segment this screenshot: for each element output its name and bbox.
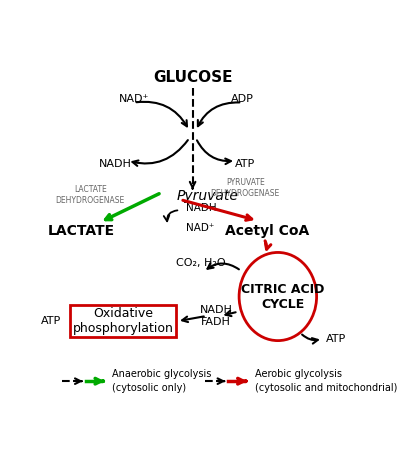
Text: Oxidative
phosphorylation: Oxidative phosphorylation — [72, 307, 173, 335]
Text: Acetyl CoA: Acetyl CoA — [225, 224, 309, 238]
Text: ADP: ADP — [231, 94, 254, 104]
Text: NAD⁺: NAD⁺ — [186, 223, 215, 233]
Text: Anaerobic glycolysis: Anaerobic glycolysis — [112, 370, 211, 379]
Text: NADH: NADH — [186, 203, 217, 213]
Text: LACTATE: LACTATE — [48, 224, 114, 238]
Text: PYRUVATE
DEHYDROGENASE: PYRUVATE DEHYDROGENASE — [211, 178, 280, 198]
Text: CO₂, H₂O: CO₂, H₂O — [176, 258, 225, 268]
Text: LACTATE
DEHYDROGENASE: LACTATE DEHYDROGENASE — [56, 185, 125, 205]
Text: Pyruvate: Pyruvate — [177, 189, 239, 203]
Text: Aerobic glycolysis: Aerobic glycolysis — [255, 370, 342, 379]
Text: NADH: NADH — [200, 305, 232, 315]
Text: (cytosolic and mitochondrial): (cytosolic and mitochondrial) — [255, 383, 397, 393]
Text: NAD⁺: NAD⁺ — [118, 94, 149, 104]
Text: GLUCOSE: GLUCOSE — [153, 71, 232, 85]
Text: FADH: FADH — [201, 317, 231, 327]
Text: (cytosolic only): (cytosolic only) — [112, 383, 186, 393]
Text: CITRIC ACID
CYCLE: CITRIC ACID CYCLE — [241, 283, 324, 311]
Text: ATP: ATP — [235, 159, 256, 169]
Text: NADH: NADH — [99, 159, 132, 169]
Text: ATP: ATP — [326, 334, 346, 344]
Text: ATP: ATP — [41, 316, 61, 326]
